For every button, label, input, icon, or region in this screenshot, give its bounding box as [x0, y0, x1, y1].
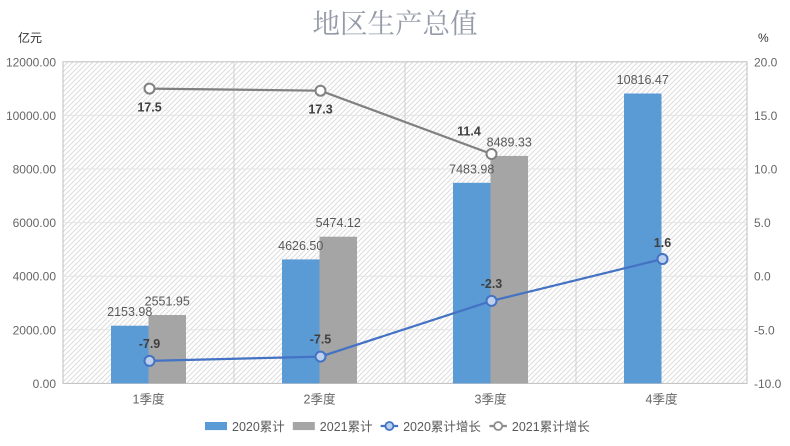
svg-text:0.00: 0.00 [33, 377, 57, 391]
svg-text:2季度: 2季度 [304, 392, 336, 407]
svg-text:17.5: 17.5 [137, 101, 161, 115]
svg-text:20.0: 20.0 [754, 55, 778, 69]
svg-text:2020累计增长: 2020累计增长 [403, 419, 481, 434]
svg-text:11.4: 11.4 [457, 125, 481, 139]
svg-text:%: % [758, 31, 769, 45]
svg-text:-7.9: -7.9 [139, 337, 161, 351]
svg-text:-10.0: -10.0 [754, 377, 782, 391]
svg-text:4000.00: 4000.00 [13, 270, 57, 284]
svg-text:10000.00: 10000.00 [6, 109, 56, 123]
svg-text:4季度: 4季度 [646, 392, 678, 407]
svg-text:1.6: 1.6 [654, 236, 671, 250]
svg-text:3季度: 3季度 [475, 392, 507, 407]
svg-text:2020累计: 2020累计 [232, 420, 285, 434]
svg-text:8000.00: 8000.00 [13, 163, 57, 177]
svg-text:2021累计: 2021累计 [320, 420, 373, 434]
svg-text:7483.98: 7483.98 [449, 162, 494, 176]
svg-text:17.3: 17.3 [308, 103, 332, 117]
svg-text:6000.00: 6000.00 [13, 216, 57, 230]
svg-text:8489.33: 8489.33 [487, 135, 532, 149]
svg-text:5.0: 5.0 [754, 216, 771, 230]
svg-text:-5.0: -5.0 [754, 323, 775, 337]
svg-text:地区生产总值: 地区生产总值 [313, 1, 478, 41]
svg-text:10.0: 10.0 [754, 163, 778, 177]
svg-text:10816.47: 10816.47 [617, 73, 669, 87]
svg-text:0.0: 0.0 [754, 270, 771, 284]
svg-text:亿元: 亿元 [18, 30, 42, 45]
svg-text:5474.12: 5474.12 [316, 216, 361, 230]
svg-text:1季度: 1季度 [133, 392, 165, 407]
svg-text:2551.95: 2551.95 [145, 295, 190, 309]
svg-text:-2.3: -2.3 [481, 277, 503, 291]
svg-text:15.0: 15.0 [754, 109, 778, 123]
svg-text:2000.00: 2000.00 [13, 323, 57, 337]
svg-text:12000.00: 12000.00 [6, 55, 56, 69]
svg-text:-7.5: -7.5 [310, 333, 332, 347]
svg-text:4626.50: 4626.50 [278, 239, 323, 253]
svg-text:2021累计增长: 2021累计增长 [512, 419, 590, 434]
